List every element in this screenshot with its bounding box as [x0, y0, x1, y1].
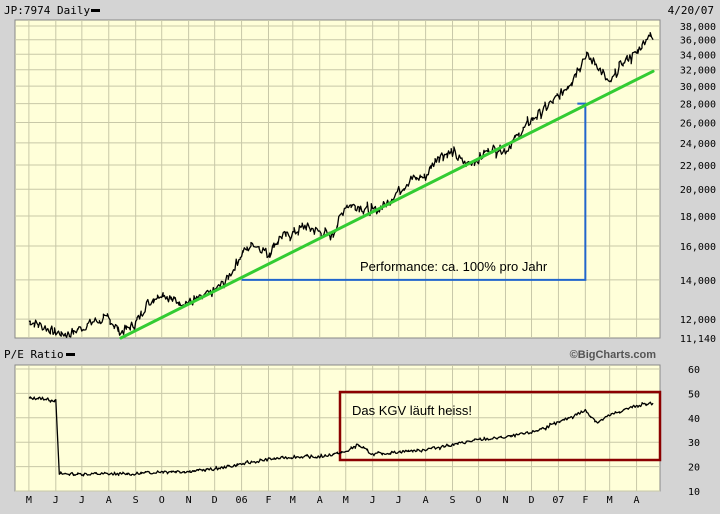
- x-tick-label: S: [133, 495, 139, 506]
- price-y-axis: 11,140 12,000 14,000 16,000 18,000 20,000 22,0…: [680, 22, 716, 345]
- price-y-tick-label: 16,000: [680, 242, 716, 253]
- kgv-highlight-box: [338, 390, 662, 462]
- date-label: 4/20/07: [668, 4, 714, 17]
- pe-grid: [15, 365, 660, 492]
- pe-y-tick-label: 30: [688, 438, 700, 449]
- price-y-tick-label: 30,000: [680, 82, 716, 93]
- x-tick-label: D: [212, 495, 218, 506]
- symbol-label: JP:7974 Daily: [4, 4, 90, 17]
- pe-legend-swatch: [66, 353, 75, 356]
- price-y-tick-label: 26,000: [680, 118, 716, 129]
- x-tick-label: D: [529, 495, 535, 506]
- pe-series-line: [28, 396, 654, 477]
- pe-y-tick-label: 50: [688, 389, 700, 400]
- x-tick-label: S: [450, 495, 456, 506]
- x-tick-label: M: [290, 495, 296, 506]
- x-tick-label: N: [186, 495, 192, 506]
- price-y-tick-label: 11,140: [680, 334, 716, 345]
- symbol-legend-swatch: [91, 9, 100, 12]
- pe-y-tick-label: 60: [688, 365, 700, 376]
- price-y-tick-label: 14,000: [680, 276, 716, 287]
- x-tick-label: J: [370, 495, 376, 506]
- pe-y-tick-label: 40: [688, 414, 700, 425]
- x-tick-label: A: [634, 495, 640, 506]
- pe-y-tick-label: 10: [688, 487, 700, 498]
- performance-measure: [241, 102, 587, 281]
- pe-y-axis: 10 20 30 40 50 60: [688, 365, 700, 498]
- trend-line: [119, 69, 655, 340]
- watermark: ©BigCharts.com: [570, 349, 657, 361]
- x-tick-label: M: [26, 495, 32, 506]
- price-y-tick-label: 38,000: [680, 22, 716, 33]
- x-tick-label: 07: [552, 495, 564, 506]
- pe-y-tick-label: 20: [688, 463, 700, 474]
- price-y-tick-label: 20,000: [680, 185, 716, 196]
- x-tick-label: M: [607, 495, 613, 506]
- price-y-tick-label: 18,000: [680, 212, 716, 223]
- x-tick-label: F: [265, 495, 271, 506]
- price-y-tick-label: 34,000: [680, 50, 716, 61]
- x-tick-label: A: [423, 495, 429, 506]
- pe-label: P/E Ratio: [4, 348, 64, 361]
- price-y-tick-label: 36,000: [680, 36, 716, 47]
- pe-plot-area: [14, 364, 661, 492]
- x-tick-label: J: [53, 495, 59, 506]
- x-tick-label: O: [476, 495, 482, 506]
- performance-annotation: Performance: ca. 100% pro Jahr: [360, 259, 548, 274]
- x-tick-label: A: [317, 495, 323, 506]
- price-series-line: [28, 31, 654, 338]
- x-tick-label: F: [582, 495, 588, 506]
- x-tick-label: O: [159, 495, 165, 506]
- price-plot-area: [14, 19, 661, 339]
- performance-measure-line: [241, 102, 587, 281]
- x-axis: M J J A S O N D 06 F M A M J J A S O N D 07 F M A: [26, 495, 640, 506]
- price-y-tick-label: 12,000: [680, 315, 716, 326]
- price-y-tick-label: 24,000: [680, 139, 716, 150]
- x-tick-label: A: [106, 495, 112, 506]
- kgv-annotation: Das KGV läuft heiss!: [352, 403, 472, 418]
- x-tick-label: J: [396, 495, 402, 506]
- x-tick-label: J: [79, 495, 85, 506]
- price-y-tick-label: 32,000: [680, 66, 716, 77]
- x-tick-label: N: [502, 495, 508, 506]
- x-tick-label: M: [343, 495, 349, 506]
- price-y-tick-label: 28,000: [680, 100, 716, 111]
- price-grid: [15, 20, 660, 338]
- price-y-tick-label: 22,000: [680, 161, 716, 172]
- x-tick-label: 06: [236, 495, 248, 506]
